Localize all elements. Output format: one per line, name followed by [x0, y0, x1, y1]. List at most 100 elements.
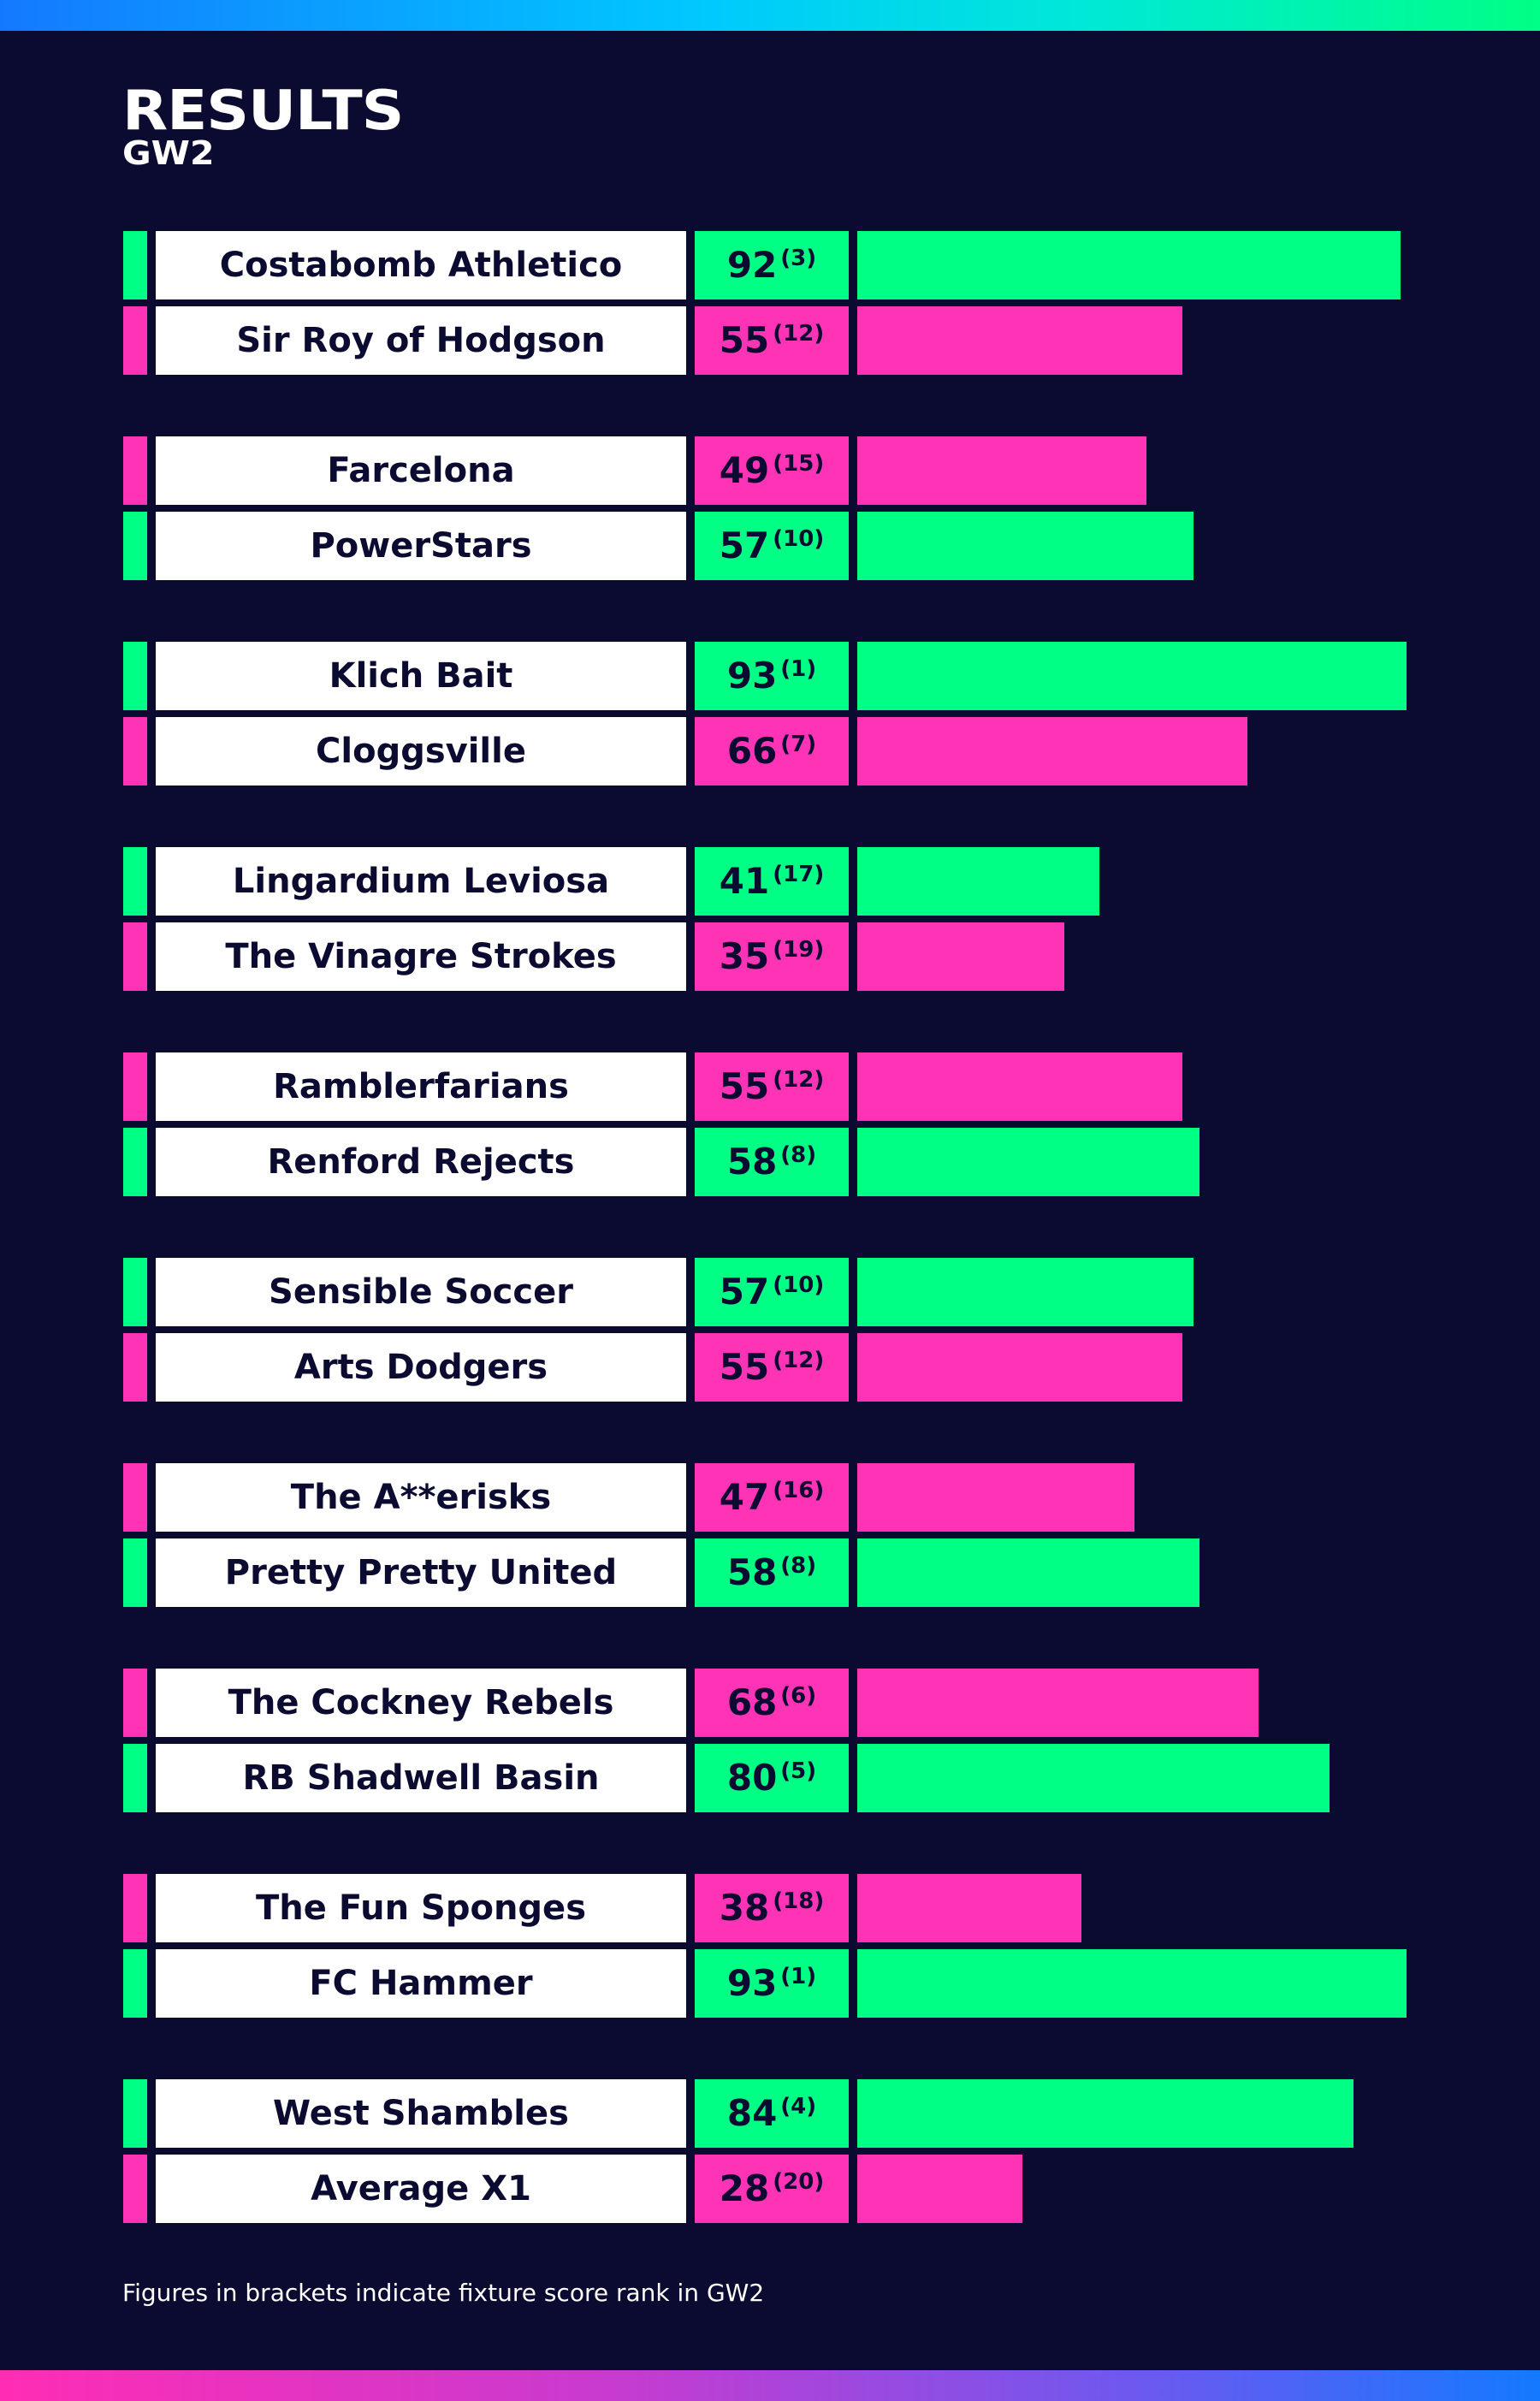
- team-points: 68: [726, 1681, 778, 1723]
- team-points: 58: [726, 1551, 778, 1593]
- team-row: Lingardium Leviosa 41 (17): [0, 847, 1540, 916]
- fixture-rank: (19): [773, 937, 825, 963]
- fixture-rank: (1): [780, 1964, 817, 1989]
- score-bar: [857, 1128, 1199, 1196]
- team-points: 58: [726, 1141, 778, 1183]
- team-row: Farcelona 49 (15): [0, 436, 1540, 505]
- fixture-rank: (8): [780, 1553, 817, 1579]
- score-box: 92 (3): [695, 231, 849, 299]
- result-indicator-strip: [123, 1669, 147, 1737]
- result-indicator-strip: [123, 1874, 147, 1942]
- score-bar: [857, 1949, 1407, 2018]
- fixture-rank: (12): [773, 1067, 825, 1093]
- result-indicator-strip: [123, 1128, 147, 1196]
- team-row: Average X1 28 (20): [0, 2155, 1540, 2223]
- team-row: PowerStars 57 (10): [0, 512, 1540, 580]
- result-indicator-strip: [123, 1333, 147, 1402]
- fixture-rank: (10): [773, 526, 825, 552]
- fixture-rank: (5): [780, 1758, 817, 1784]
- team-name: Cloggsville: [156, 717, 686, 786]
- score-bar: [857, 847, 1099, 916]
- score-box: 58 (8): [695, 1128, 849, 1196]
- team-points: 93: [726, 1962, 778, 2004]
- fixture-rank: (10): [773, 1272, 825, 1298]
- team-row: The A**erisks 47 (16): [0, 1463, 1540, 1532]
- team-row: Costabomb Athletico 92 (3): [0, 231, 1540, 299]
- score-box: 55 (12): [695, 1333, 849, 1402]
- score-box: 84 (4): [695, 2079, 849, 2148]
- result-indicator-strip: [123, 2079, 147, 2148]
- score-bar: [857, 1874, 1081, 1942]
- team-points: 66: [726, 730, 778, 772]
- score-bar: [857, 436, 1146, 505]
- score-box: 57 (10): [695, 1258, 849, 1326]
- team-name: Average X1: [156, 2155, 686, 2223]
- page-title: RESULTS: [122, 80, 404, 143]
- score-box: 66 (7): [695, 717, 849, 786]
- team-row: The Cockney Rebels 68 (6): [0, 1669, 1540, 1737]
- team-points: 93: [726, 655, 778, 697]
- team-name: Renford Rejects: [156, 1128, 686, 1196]
- score-bar: [857, 1744, 1330, 1812]
- team-name: Sir Roy of Hodgson: [156, 306, 686, 375]
- fixture-rank: (15): [773, 451, 825, 477]
- score-box: 35 (19): [695, 922, 849, 991]
- team-name: The A**erisks: [156, 1463, 686, 1532]
- score-bar: [857, 922, 1064, 991]
- team-points: 57: [719, 1271, 770, 1313]
- result-indicator-strip: [123, 1463, 147, 1532]
- fixture-rank: (17): [773, 862, 825, 887]
- team-row: Klich Bait 93 (1): [0, 642, 1540, 710]
- result-indicator-strip: [123, 1538, 147, 1607]
- team-points: 49: [719, 449, 770, 491]
- score-bar: [857, 1333, 1182, 1402]
- result-indicator-strip: [123, 922, 147, 991]
- fixture-rank: (7): [780, 732, 817, 757]
- team-name: RB Shadwell Basin: [156, 1744, 686, 1812]
- team-row: Pretty Pretty United 58 (8): [0, 1538, 1540, 1607]
- team-points: 47: [719, 1476, 770, 1518]
- result-indicator-strip: [123, 1258, 147, 1326]
- result-indicator-strip: [123, 512, 147, 580]
- fixture-rank: (16): [773, 1478, 825, 1503]
- team-row: The Fun Sponges 38 (18): [0, 1874, 1540, 1942]
- fixture-rank: (6): [780, 1683, 817, 1709]
- team-row: RB Shadwell Basin 80 (5): [0, 1744, 1540, 1812]
- fixture-rank: (12): [773, 1348, 825, 1373]
- result-indicator-strip: [123, 1052, 147, 1121]
- result-indicator-strip: [123, 847, 147, 916]
- score-bar: [857, 1052, 1182, 1121]
- team-points: 84: [726, 2092, 778, 2134]
- bottom-gradient-bar: [0, 2370, 1540, 2401]
- result-indicator-strip: [123, 2155, 147, 2223]
- fixture-rank: (8): [780, 1142, 817, 1168]
- team-row: Sensible Soccer 57 (10): [0, 1258, 1540, 1326]
- score-box: 47 (16): [695, 1463, 849, 1532]
- score-bar: [857, 2079, 1353, 2148]
- team-row: West Shambles 84 (4): [0, 2079, 1540, 2148]
- team-name: Sensible Soccer: [156, 1258, 686, 1326]
- team-name: Lingardium Leviosa: [156, 847, 686, 916]
- result-indicator-strip: [123, 231, 147, 299]
- team-row: Sir Roy of Hodgson 55 (12): [0, 306, 1540, 375]
- team-name: PowerStars: [156, 512, 686, 580]
- result-indicator-strip: [123, 1949, 147, 2018]
- fixture-rank: (4): [780, 2094, 817, 2119]
- team-points: 55: [719, 319, 770, 361]
- score-bar: [857, 1669, 1259, 1737]
- score-box: 58 (8): [695, 1538, 849, 1607]
- team-row: Cloggsville 66 (7): [0, 717, 1540, 786]
- team-name: The Fun Sponges: [156, 1874, 686, 1942]
- score-box: 28 (20): [695, 2155, 849, 2223]
- team-row: Arts Dodgers 55 (12): [0, 1333, 1540, 1402]
- score-bar: [857, 1463, 1134, 1532]
- fixture-rank: (18): [773, 1888, 825, 1914]
- score-box: 55 (12): [695, 306, 849, 375]
- team-row: The Vinagre Strokes 35 (19): [0, 922, 1540, 991]
- team-name: FC Hammer: [156, 1949, 686, 2018]
- team-name: Farcelona: [156, 436, 686, 505]
- gameweek-subtitle: GW2: [122, 134, 215, 172]
- score-box: 57 (10): [695, 512, 849, 580]
- fixture-rank: (20): [773, 2169, 825, 2195]
